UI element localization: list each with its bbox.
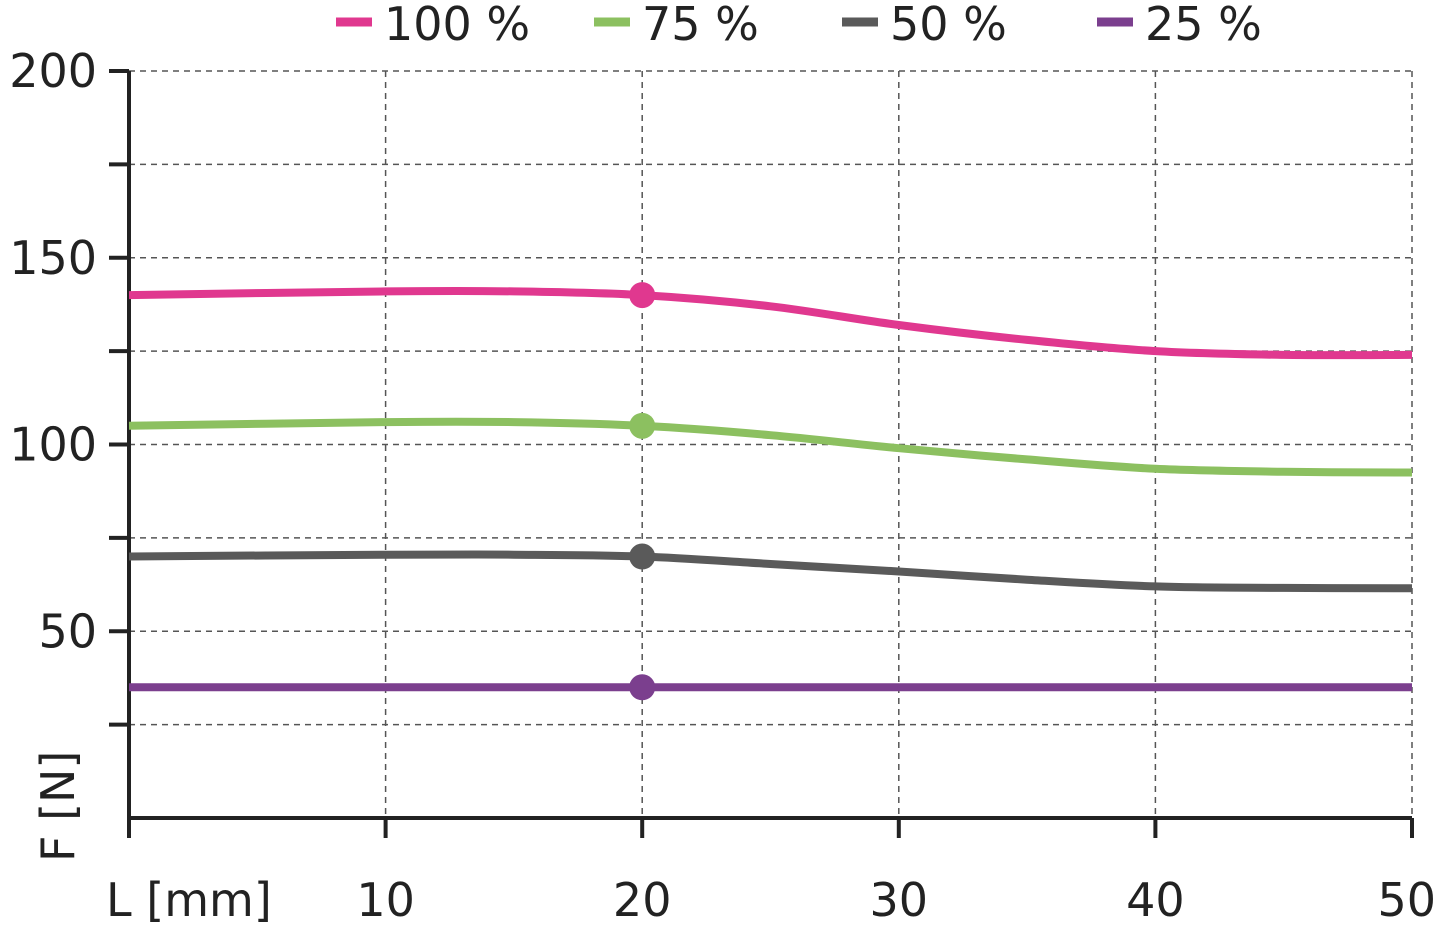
y-tick-label: 200 bbox=[9, 44, 97, 98]
y-tick-label: 150 bbox=[9, 231, 97, 285]
series-markers bbox=[629, 282, 656, 701]
x-axis-label: L [mm] bbox=[106, 873, 272, 927]
legend: 100 % 75 % 50 % 25 % bbox=[336, 0, 1262, 51]
axes bbox=[109, 69, 1414, 838]
series-marker bbox=[629, 543, 656, 570]
x-tick-label: 20 bbox=[613, 873, 672, 927]
y-axis-label: F [N] bbox=[31, 751, 85, 862]
x-tick-label: 30 bbox=[870, 873, 929, 927]
series-line bbox=[128, 417, 1413, 477]
x-tick-label: 50 bbox=[1377, 873, 1436, 927]
grid bbox=[129, 70, 1413, 818]
legend-label: 25 % bbox=[1145, 0, 1262, 51]
series-marker bbox=[629, 674, 656, 701]
tick-labels: 50 100 150 200 10 20 30 40 50 bbox=[9, 44, 1436, 927]
series-lines bbox=[128, 286, 1413, 692]
legend-label: 50 % bbox=[890, 0, 1007, 51]
x-tick-label: 10 bbox=[356, 873, 415, 927]
series-marker bbox=[629, 412, 656, 439]
series-line bbox=[128, 550, 1413, 593]
legend-label: 100 % bbox=[384, 0, 530, 51]
series-marker bbox=[629, 282, 656, 309]
series-line bbox=[128, 286, 1413, 360]
y-tick-label: 50 bbox=[38, 604, 97, 658]
y-tick-label: 100 bbox=[9, 418, 97, 472]
legend-label: 75 % bbox=[642, 0, 759, 51]
x-tick-label: 40 bbox=[1126, 873, 1185, 927]
